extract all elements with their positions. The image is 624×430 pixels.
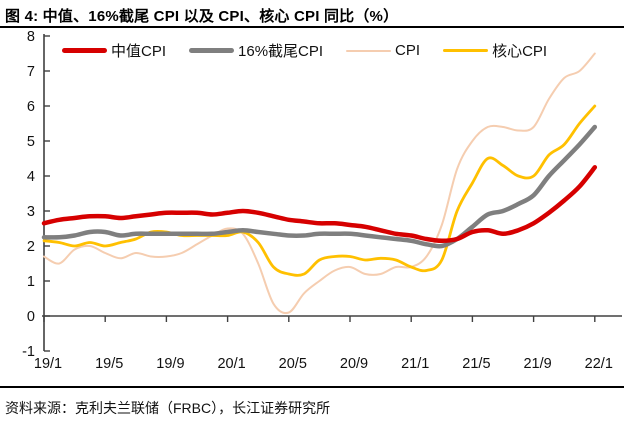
legend-item-cpi: CPI [346,42,420,59]
y-tick-label: 5 [27,134,35,150]
x-tick-label: 19/9 [156,356,184,372]
source-note: 资料来源：克利夫兰联储（FRBC），长江证券研究所 [5,400,331,416]
series-line-3 [42,104,597,277]
y-tick-label: 0 [27,309,35,325]
x-tick-label: 20/1 [217,356,245,372]
y-tick-label: 1 [27,274,35,290]
core-cpi-line-swatch [443,49,489,52]
trimmed-cpi-line-swatch [189,48,235,53]
bottom-divider [0,386,624,388]
y-tick-label: 7 [27,64,35,80]
x-tick-label: 22/1 [585,356,613,372]
series-line-0 [41,165,598,244]
median-cpi-line-swatch [62,48,107,53]
x-tick-label: 20/9 [340,356,368,372]
x-tick-label: 19/5 [95,356,123,372]
legend-label: 16%截尾CPI [238,43,324,60]
y-tick-label: 8 [27,30,35,45]
y-tick-label: -1 [22,344,35,360]
x-tick-label: 21/5 [462,356,490,372]
legend-item-median-cpi: 中值CPI [62,40,166,61]
cpi-line-swatch [346,49,392,52]
legend-item-core-cpi: 核心CPI [443,40,547,61]
x-tick-label: 21/9 [523,356,551,372]
x-tick-label: 21/1 [401,356,429,372]
legend-label: CPI [395,42,421,59]
x-tick-label: 20/5 [279,356,307,372]
chart-canvas: 8 7 6 5 4 3 2 1 0 -119/1 19/5 19/9 20/1 20/5 20/9 21/1 2… [22,30,622,372]
x-tick-label: 19/1 [34,356,62,372]
chart-legend: 中值CPI 16%截尾CPI CPI 核心CPI [62,40,547,61]
legend-item-trimmed-cpi: 16%截尾CPI [189,40,323,61]
series-line-1 [41,124,598,249]
legend-label: 核心CPI [492,43,548,60]
figure-title: 图 4: 中值、16%截尾 CPI 以及 CPI、核心 CPI 同比（%） [5,8,399,25]
top-divider [0,26,624,28]
y-tick-label: 2 [27,239,35,255]
series-line-2 [43,52,596,315]
legend-label: 中值CPI [111,43,167,60]
y-tick-label: 6 [27,99,35,115]
cpi-line-chart: 8 7 6 5 4 3 2 1 0 -1 19/1 19/5 19/9 20/1 20/5 20/9 21/1 2… [0,30,624,377]
y-tick-label: 4 [27,169,35,185]
y-tick-label: 3 [27,204,35,220]
